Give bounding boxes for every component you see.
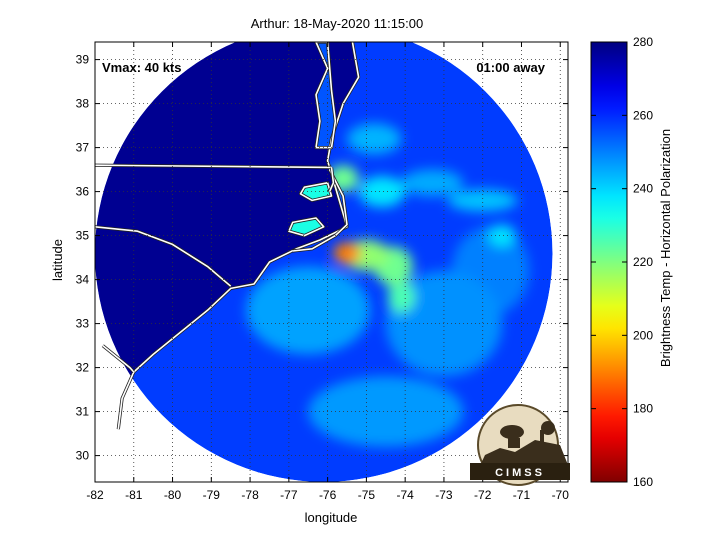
y-tick-label: 36: [76, 185, 90, 199]
colorbar-tick-label: 180: [633, 402, 653, 416]
y-axis-label: latitude: [50, 239, 65, 281]
state-border: [102, 344, 135, 373]
x-tick-label: -70: [552, 488, 570, 502]
colorbar-tick-label: 200: [633, 328, 653, 342]
cimss-logo: CIMSS: [470, 404, 570, 486]
plot-area: -82 -81 -80 -79 -78 -77 -76 -75 -74 -73 -72 -71 -70 3…: [76, 41, 570, 502]
x-tick-label: -73: [435, 488, 453, 502]
y-tick-label: 39: [76, 53, 90, 67]
colorbar-tick-label: 280: [633, 35, 653, 49]
brightness-feature: [447, 189, 518, 212]
colorbar-ticks: 160 180 200 220 240 260 280: [591, 35, 653, 489]
colorbar-gradient: [590, 41, 628, 483]
brightness-feature: [401, 169, 464, 196]
colorbar-tick-label: 260: [633, 108, 653, 122]
x-tick-label: -72: [474, 488, 492, 502]
colorbar-tick-label: 160: [633, 475, 653, 489]
y-tick-label: 35: [76, 229, 90, 243]
vmax-label: Vmax: 40 kts: [102, 60, 182, 75]
outer-banks-line: [292, 169, 348, 252]
y-tick-label: 31: [76, 405, 90, 419]
x-tick-label: -74: [396, 488, 414, 502]
y-tick-label: 34: [76, 273, 90, 287]
axis-ticks: -82 -81 -80 -79 -78 -77 -76 -75 -74 -73 -72 -71 -70 3…: [76, 42, 570, 502]
x-axis-label: longitude: [305, 510, 358, 525]
brightness-feature: [333, 242, 361, 265]
brightness-feature: [387, 281, 415, 313]
y-tick-label: 38: [76, 97, 90, 111]
sound-shore: [299, 182, 333, 202]
logo-banner: [470, 463, 570, 480]
y-tick-label: 37: [76, 141, 90, 155]
x-tick-label: -82: [86, 488, 104, 502]
dish-icon: [500, 425, 524, 439]
water-tower-icon: [541, 421, 555, 435]
colorbar-tick-label: 220: [633, 255, 653, 269]
brightness-feature: [358, 176, 406, 208]
state-border: [95, 226, 232, 287]
y-tick-label: 30: [76, 449, 90, 463]
x-tick-label: -77: [280, 488, 298, 502]
y-tick-label: 33: [76, 317, 90, 331]
colorbar-tick-label: 240: [633, 182, 653, 196]
brightness-feature: [246, 266, 371, 355]
logo-text: CIMSS: [495, 467, 545, 479]
time-away-label: 01:00 away: [476, 60, 545, 75]
sound-shore: [288, 217, 325, 237]
x-tick-label: -80: [164, 488, 182, 502]
brightness-features: [246, 123, 530, 447]
colorbar: 160 180 200 220 240 260 280 Brightness Temp - …: [590, 35, 673, 489]
state-border: [95, 164, 332, 169]
x-tick-label: -76: [319, 488, 337, 502]
land-mass: [95, 42, 359, 482]
x-tick-label: -75: [358, 488, 376, 502]
logo-dish-base: [508, 438, 520, 448]
grid-lines: [95, 42, 568, 482]
x-tick-label: -78: [241, 488, 259, 502]
brightness-swath: [95, 42, 553, 482]
brightness-feature: [347, 123, 402, 155]
x-tick-label: -81: [125, 488, 143, 502]
brightness-feature: [488, 224, 516, 247]
state-border: [328, 167, 335, 192]
x-tick-label: -79: [203, 488, 221, 502]
plot-frame: [94, 41, 569, 483]
logo-horizon: [478, 440, 570, 470]
chart-title: Arthur: 18-May-2020 11:15:00: [251, 16, 423, 31]
x-tick-label: -71: [513, 488, 531, 502]
y-tick-label: 32: [76, 361, 90, 375]
brightness-feature: [308, 376, 464, 447]
colorbar-label: Brightness Temp - Horizontal Polarizatio…: [658, 129, 673, 367]
logo-tower: [540, 430, 544, 454]
